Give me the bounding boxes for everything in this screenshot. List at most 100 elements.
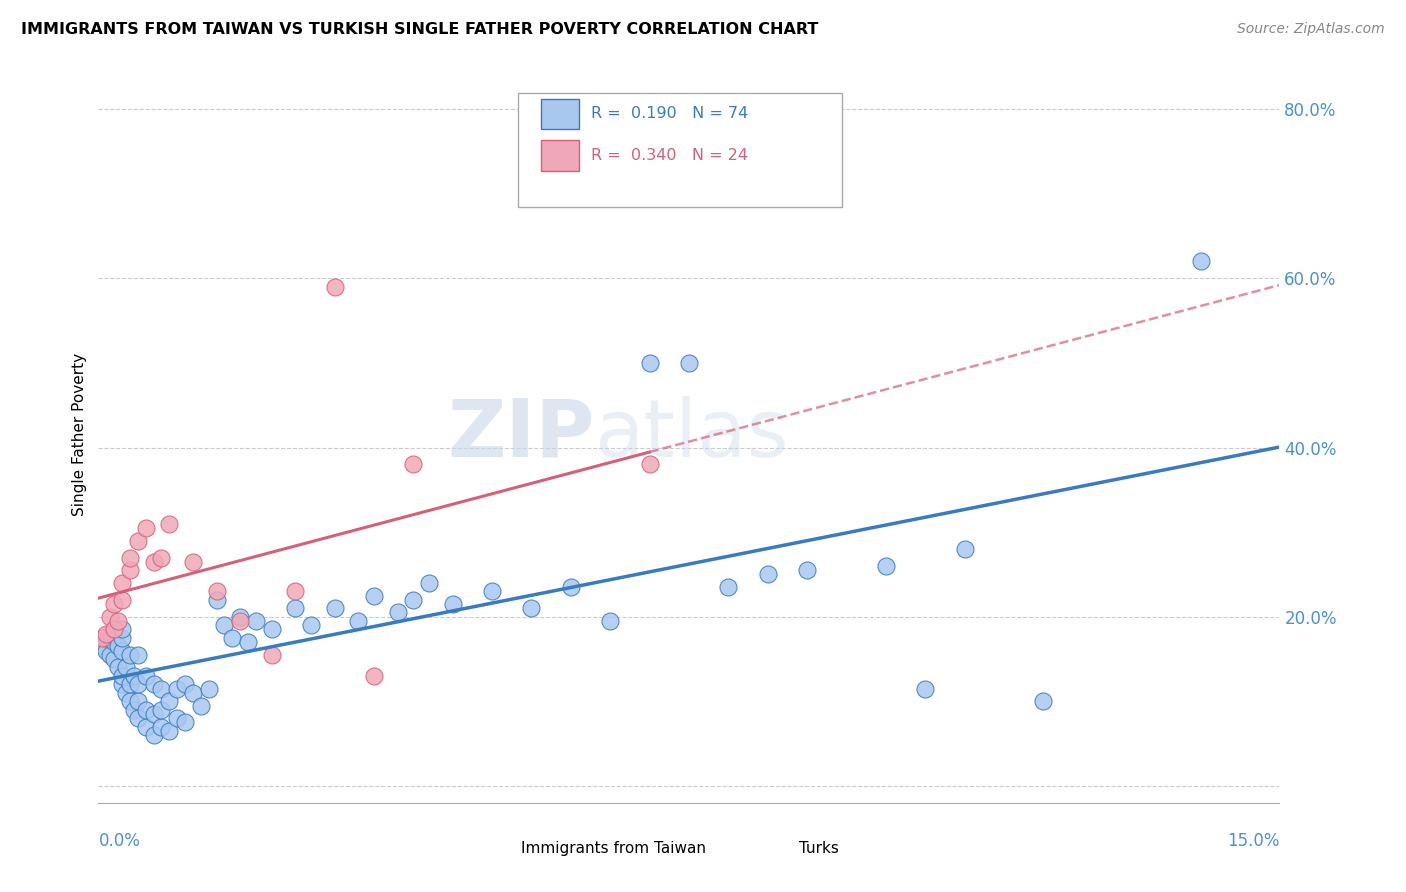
Point <box>135 669 157 683</box>
Point <box>111 631 134 645</box>
Point <box>96 643 118 657</box>
Point <box>103 623 125 637</box>
Point <box>157 694 180 708</box>
Point <box>127 677 149 691</box>
Point <box>107 660 129 674</box>
Point <box>481 584 503 599</box>
Point <box>103 623 125 637</box>
Point <box>236 635 259 649</box>
Point <box>157 723 180 738</box>
Point <box>122 669 145 683</box>
Point <box>717 580 740 594</box>
Point <box>122 703 145 717</box>
Point <box>127 648 149 662</box>
Point <box>1189 254 1212 268</box>
Point <box>91 640 114 654</box>
Point <box>103 635 125 649</box>
Point <box>118 677 141 691</box>
Point <box>299 618 322 632</box>
Text: atlas: atlas <box>595 396 789 474</box>
Point <box>150 681 173 696</box>
Point <box>402 458 425 472</box>
Point <box>107 614 129 628</box>
Point <box>560 580 582 594</box>
Point <box>229 609 252 624</box>
Point <box>103 597 125 611</box>
Text: Source: ZipAtlas.com: Source: ZipAtlas.com <box>1237 22 1385 37</box>
Point <box>205 584 228 599</box>
Point <box>214 618 236 632</box>
Point <box>96 626 118 640</box>
Point <box>599 614 621 628</box>
Point <box>127 711 149 725</box>
Point <box>260 648 283 662</box>
Point <box>150 703 173 717</box>
Point <box>875 558 897 573</box>
Point <box>111 592 134 607</box>
Point <box>115 686 138 700</box>
Point <box>363 589 385 603</box>
Point <box>135 720 157 734</box>
Point <box>796 563 818 577</box>
Point <box>111 669 134 683</box>
Point <box>118 563 141 577</box>
Point <box>135 521 157 535</box>
Y-axis label: Single Father Poverty: Single Father Poverty <box>72 353 87 516</box>
Point <box>118 550 141 565</box>
Point <box>229 614 252 628</box>
FancyBboxPatch shape <box>763 838 794 860</box>
Point <box>118 694 141 708</box>
Point <box>181 555 204 569</box>
Point <box>197 681 219 696</box>
Point <box>127 533 149 548</box>
Point <box>402 592 425 607</box>
Point <box>221 631 243 645</box>
Point <box>98 648 121 662</box>
Point <box>111 677 134 691</box>
Point <box>111 643 134 657</box>
Point <box>638 356 661 370</box>
Point <box>111 575 134 590</box>
Point <box>103 652 125 666</box>
Point <box>678 356 700 370</box>
Point <box>142 728 165 742</box>
Point <box>157 516 180 531</box>
Point <box>174 715 197 730</box>
Text: Turks: Turks <box>799 841 838 856</box>
Text: 0.0%: 0.0% <box>98 832 141 850</box>
Point <box>190 698 212 713</box>
Point <box>418 575 440 590</box>
Point <box>914 681 936 696</box>
Point <box>166 711 188 725</box>
Point <box>135 703 157 717</box>
Point <box>91 631 114 645</box>
Point <box>150 720 173 734</box>
Point <box>142 677 165 691</box>
Point <box>323 601 346 615</box>
Point <box>284 584 307 599</box>
Point <box>245 614 267 628</box>
Text: IMMIGRANTS FROM TAIWAN VS TURKISH SINGLE FATHER POVERTY CORRELATION CHART: IMMIGRANTS FROM TAIWAN VS TURKISH SINGLE… <box>21 22 818 37</box>
Point <box>520 601 543 615</box>
Point <box>205 592 228 607</box>
Text: R =  0.190   N = 74: R = 0.190 N = 74 <box>591 106 748 121</box>
Point <box>1032 694 1054 708</box>
Point <box>181 686 204 700</box>
Point <box>150 550 173 565</box>
Point <box>107 640 129 654</box>
Point <box>347 614 370 628</box>
Point <box>953 542 976 557</box>
Point <box>441 597 464 611</box>
Point <box>115 660 138 674</box>
Point <box>638 458 661 472</box>
FancyBboxPatch shape <box>486 838 516 860</box>
Point <box>166 681 188 696</box>
FancyBboxPatch shape <box>541 98 579 129</box>
Point <box>142 706 165 721</box>
Point <box>127 694 149 708</box>
Point <box>323 280 346 294</box>
Point <box>260 623 283 637</box>
Point <box>387 606 409 620</box>
FancyBboxPatch shape <box>541 140 579 171</box>
Point <box>363 669 385 683</box>
